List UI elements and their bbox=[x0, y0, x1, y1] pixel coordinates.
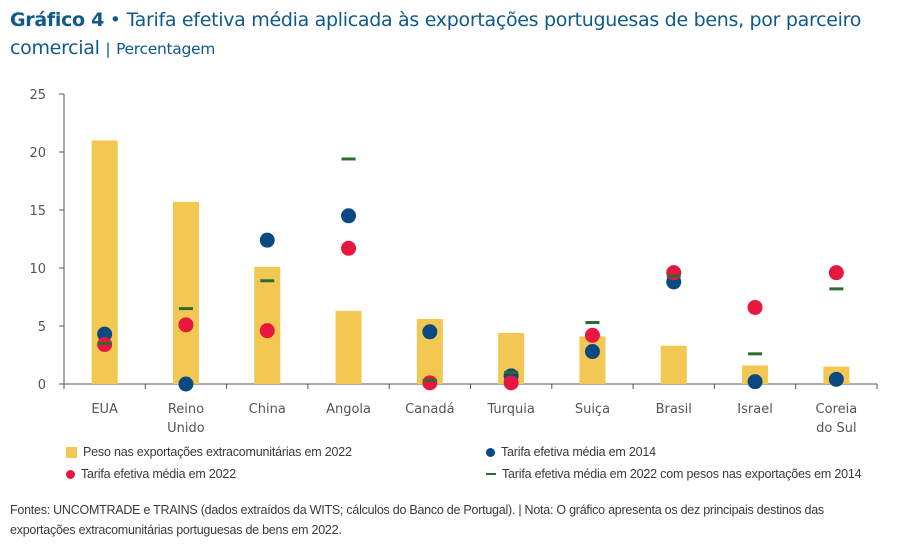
legend-label: Tarifa efetiva média em 2014 bbox=[501, 445, 656, 459]
x-category-label: Turquia bbox=[486, 402, 534, 417]
x-category-label-line: Angola bbox=[326, 402, 371, 417]
x-category-label-line: do Sul bbox=[816, 421, 856, 436]
y-tick-label: 5 bbox=[38, 320, 46, 335]
x-category-label: Reino Unido bbox=[167, 402, 205, 436]
x-category-label: Suiça bbox=[575, 402, 610, 417]
bar-weight-2022 bbox=[579, 336, 606, 384]
y-tick-label: 10 bbox=[29, 262, 46, 277]
x-category-label-line: China bbox=[249, 402, 286, 417]
footer-notes: Fontes: UNCOMTRADE e TRAINS (dados extra… bbox=[10, 500, 895, 540]
legend-dash-icon bbox=[486, 473, 496, 475]
x-category-label-line: EUA bbox=[91, 402, 118, 417]
point-tariff-2014 bbox=[259, 232, 275, 248]
dash-tariff-2022-w2014 bbox=[829, 287, 844, 291]
category-labels: EUA Reino Unido China Angola Canadá Turquia Sui… bbox=[91, 402, 857, 436]
point-tariff-2022 bbox=[341, 240, 357, 256]
dash-tariff-2022-w2014 bbox=[341, 157, 356, 161]
dash-tariff-2022-w2014 bbox=[97, 341, 112, 345]
bar-series bbox=[91, 140, 850, 384]
legend-item-tariff-2022: Tarifa efetiva média em 2022 bbox=[66, 467, 236, 481]
point-tariff-2014 bbox=[828, 371, 844, 387]
x-category-label-line: Turquia bbox=[486, 402, 534, 417]
chart-title-text: Tarifa efetiva média aplicada às exporta… bbox=[10, 9, 862, 59]
y-tick-label: 20 bbox=[29, 146, 46, 161]
bar-weight-2022 bbox=[335, 310, 362, 384]
legend-item-tariff-2014: Tarifa efetiva média em 2014 bbox=[486, 445, 656, 459]
point-tariff-2022 bbox=[503, 375, 519, 391]
chart-unit: Percentagem bbox=[116, 40, 216, 58]
point-tariff-2014 bbox=[178, 376, 194, 392]
point-tariff-2022 bbox=[178, 317, 194, 333]
x-category-label: Canadá bbox=[405, 402, 454, 417]
title-separator: | bbox=[105, 40, 111, 58]
point-tariff-2022 bbox=[259, 323, 275, 339]
x-category-label: Coreia do Sul bbox=[816, 402, 858, 436]
x-category-label-line: Reino bbox=[168, 402, 204, 417]
dash-tariff-2022-w2014 bbox=[422, 379, 437, 383]
chart-area: 0 5 10 15 20 25 EUA Reino Unido China Angola Canad… bbox=[29, 88, 878, 436]
x-category-label-line: Israel bbox=[737, 402, 773, 417]
x-axis bbox=[63, 383, 878, 389]
dash-tariff-2022-w2014 bbox=[748, 352, 763, 356]
point-tariff-2014 bbox=[747, 374, 763, 390]
title-bullet: • bbox=[109, 9, 121, 31]
point-tariff-2022 bbox=[584, 327, 600, 343]
point-tariff-2014 bbox=[341, 208, 357, 224]
legend-label: Peso nas exportações extracomunitárias e… bbox=[83, 445, 352, 459]
y-tick-label: 25 bbox=[29, 88, 46, 103]
bar-weight-2022 bbox=[172, 201, 199, 384]
legend-item-tariff-2022-w2014: Tarifa efetiva média em 2022 com pesos n… bbox=[486, 467, 862, 481]
chart-number: Gráfico 4 bbox=[10, 9, 105, 31]
footer-note: exportações extracomunitárias portuguesa… bbox=[10, 523, 342, 537]
y-tick-label: 15 bbox=[29, 204, 46, 219]
chart-title: Gráfico 4 • Tarifa efetiva média aplicad… bbox=[10, 6, 895, 63]
point-tariff-2022 bbox=[666, 265, 682, 281]
x-category-label-line: Suiça bbox=[575, 402, 610, 417]
dash-tariff-2022-w2014 bbox=[504, 370, 519, 374]
dash-tariff-2022-w2014 bbox=[260, 279, 275, 283]
dash-tariff-2022-w2014 bbox=[666, 274, 681, 278]
legend-label: Tarifa efetiva média em 2022 com pesos n… bbox=[502, 467, 862, 481]
x-category-label: EUA bbox=[91, 402, 118, 417]
legend-label: Tarifa efetiva média em 2022 bbox=[81, 467, 236, 481]
point-tariff-2014 bbox=[584, 344, 600, 360]
footer-sources: Fontes: UNCOMTRADE e TRAINS (dados extra… bbox=[10, 503, 824, 517]
point-tariff-2014 bbox=[422, 324, 438, 340]
x-category-label: China bbox=[249, 402, 286, 417]
y-tick-label: 0 bbox=[38, 378, 46, 393]
legend-dot-2022-icon bbox=[66, 469, 75, 479]
x-category-label: Israel bbox=[737, 402, 773, 417]
x-category-label-line: Brasil bbox=[656, 402, 692, 417]
bar-weight-2022 bbox=[660, 345, 687, 384]
y-axis: 0 5 10 15 20 25 bbox=[29, 88, 65, 393]
dash-tariff-2022-w2014 bbox=[585, 321, 600, 325]
point-tariff-2022 bbox=[828, 265, 844, 281]
point-tariff-2022 bbox=[747, 299, 763, 315]
legend-bar-swatch bbox=[66, 446, 77, 458]
x-category-label-line: Canadá bbox=[405, 402, 454, 417]
point-tariff-2022 bbox=[422, 375, 438, 391]
x-category-label-line: Coreia bbox=[816, 402, 858, 417]
x-category-label-line: Unido bbox=[167, 421, 205, 436]
x-category-label: Angola bbox=[326, 402, 371, 417]
marker-series bbox=[97, 157, 844, 392]
dash-tariff-2022-w2014 bbox=[178, 307, 193, 311]
point-tariff-2014 bbox=[97, 326, 113, 342]
x-category-label: Brasil bbox=[656, 402, 692, 417]
legend-dot-2014-icon bbox=[486, 447, 495, 457]
legend-item-weight-2022: Peso nas exportações extracomunitárias e… bbox=[66, 445, 352, 459]
